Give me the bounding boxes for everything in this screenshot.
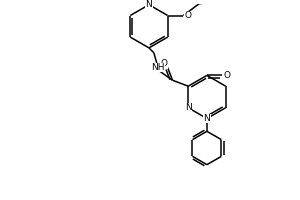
Text: O: O <box>160 59 167 68</box>
Text: NH: NH <box>151 63 164 72</box>
Text: N: N <box>203 114 210 123</box>
Text: N: N <box>185 103 192 112</box>
Text: N: N <box>146 0 152 9</box>
Text: O: O <box>185 11 192 20</box>
Text: O: O <box>223 71 230 80</box>
